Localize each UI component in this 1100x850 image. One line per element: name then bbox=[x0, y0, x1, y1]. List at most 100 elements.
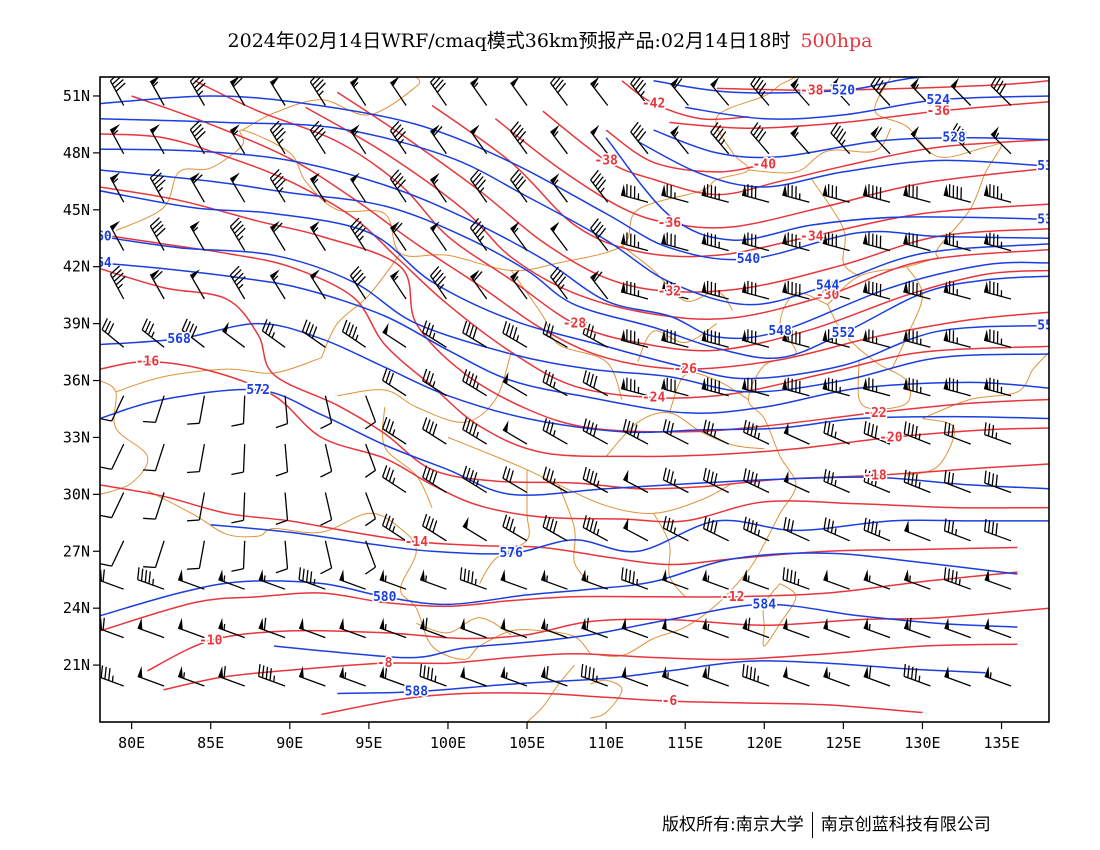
wind-barb bbox=[943, 329, 971, 348]
wind-barb bbox=[189, 120, 206, 155]
wind-barb bbox=[823, 617, 850, 639]
wind-barb bbox=[422, 513, 447, 542]
wind-barb bbox=[550, 266, 568, 300]
y-tick-label: 21N bbox=[63, 656, 90, 674]
wind-barb bbox=[149, 269, 165, 300]
border-line bbox=[811, 179, 860, 277]
wind-barb bbox=[460, 617, 487, 639]
wind-barb bbox=[550, 173, 568, 203]
pressure-level-label: 500hpa bbox=[800, 30, 873, 52]
height-contour-line bbox=[100, 117, 1049, 306]
wind-barb bbox=[143, 443, 165, 472]
height-contour-label: 540 bbox=[737, 252, 761, 267]
wind-barb bbox=[822, 377, 850, 397]
wind-barb bbox=[903, 664, 931, 687]
wind-barb bbox=[661, 184, 689, 203]
wind-barb bbox=[143, 395, 165, 424]
temp-contour-label: -24 bbox=[642, 391, 666, 406]
wind-barb bbox=[903, 280, 931, 300]
border-line bbox=[605, 411, 765, 457]
temp-contour-label: -38 bbox=[594, 153, 618, 168]
wind-barb bbox=[419, 617, 447, 639]
wind-barb bbox=[743, 468, 770, 494]
height-contour-line bbox=[653, 77, 934, 94]
y-tick-label: 45N bbox=[63, 201, 90, 219]
x-tick-label: 95E bbox=[355, 734, 382, 752]
wind-barb bbox=[823, 468, 850, 494]
wind-barb bbox=[510, 269, 528, 300]
wind-barb bbox=[419, 664, 447, 687]
wind-barb bbox=[983, 377, 1012, 397]
wind-barb bbox=[870, 125, 891, 155]
wind-barb bbox=[620, 329, 649, 348]
wind-barb bbox=[950, 77, 972, 106]
wind-barb bbox=[701, 377, 729, 397]
wind-barb bbox=[298, 617, 326, 639]
wind-barb bbox=[422, 465, 447, 494]
wind-barb bbox=[389, 77, 407, 106]
border-line bbox=[147, 490, 591, 660]
wind-barb bbox=[862, 329, 891, 348]
wind-barb bbox=[339, 666, 366, 687]
wind-barb bbox=[364, 395, 377, 430]
wind-barb bbox=[741, 280, 770, 300]
height-contour-line bbox=[100, 148, 1049, 340]
wind-barb bbox=[181, 318, 205, 348]
wind-barb bbox=[984, 569, 1012, 590]
wind-barb bbox=[782, 329, 810, 348]
x-tick-label: 125E bbox=[825, 734, 861, 752]
temp-contour-line bbox=[100, 571, 1018, 632]
temp-contour-label: -32 bbox=[658, 284, 681, 299]
wind-barb bbox=[622, 469, 649, 494]
wind-barb bbox=[429, 124, 447, 155]
wind-barb bbox=[469, 77, 488, 106]
wind-barb bbox=[863, 569, 891, 590]
temp-contour-label: -12 bbox=[721, 590, 744, 605]
height-contour-line bbox=[100, 322, 1049, 434]
wind-barb bbox=[510, 169, 528, 203]
temp-contour-label: -34 bbox=[800, 229, 824, 244]
temp-contour-line bbox=[669, 100, 1049, 129]
wind-barb bbox=[701, 280, 729, 300]
y-tick-label: 48N bbox=[63, 144, 90, 162]
wind-barb bbox=[903, 232, 931, 252]
wind-barb bbox=[275, 492, 289, 526]
wind-barb bbox=[540, 666, 568, 687]
wind-barb bbox=[590, 77, 609, 106]
x-tick-label: 105E bbox=[509, 734, 545, 752]
wind-barb bbox=[100, 395, 125, 422]
wind-barb bbox=[702, 419, 729, 445]
wind-barb bbox=[221, 321, 246, 348]
wind-barb bbox=[790, 77, 810, 106]
wind-barb bbox=[701, 184, 729, 203]
wind-barb bbox=[783, 470, 810, 494]
temp-contour-label: -40 bbox=[753, 157, 777, 172]
height-contour-line bbox=[100, 262, 1049, 414]
plot-frame bbox=[99, 76, 1050, 723]
wind-barb bbox=[741, 232, 770, 252]
border-line bbox=[827, 304, 912, 410]
wind-barb bbox=[783, 422, 810, 445]
wind-barb bbox=[510, 121, 528, 155]
wind-barb bbox=[109, 220, 125, 251]
height-contour-line bbox=[100, 552, 1018, 617]
height-contour-label: 532 bbox=[1037, 159, 1060, 174]
wind-barb bbox=[743, 419, 770, 445]
wind-barb bbox=[822, 184, 850, 203]
wind-barb bbox=[177, 617, 205, 639]
height-contour-line bbox=[100, 169, 1049, 360]
wind-barb bbox=[298, 666, 326, 687]
wind-barb bbox=[710, 77, 730, 106]
wind-barb bbox=[177, 666, 205, 687]
wind-barb bbox=[381, 368, 407, 397]
temp-contour-line bbox=[605, 129, 765, 173]
wind-barb bbox=[258, 569, 286, 590]
wind-barb bbox=[101, 318, 125, 348]
wind-barb bbox=[229, 124, 246, 155]
height-contour-line bbox=[653, 129, 1049, 159]
wind-barb bbox=[903, 377, 931, 397]
wind-barb bbox=[500, 617, 528, 639]
border-line bbox=[653, 513, 686, 598]
height-contour-label: 536 bbox=[1037, 212, 1061, 227]
wind-barb bbox=[983, 280, 1012, 300]
